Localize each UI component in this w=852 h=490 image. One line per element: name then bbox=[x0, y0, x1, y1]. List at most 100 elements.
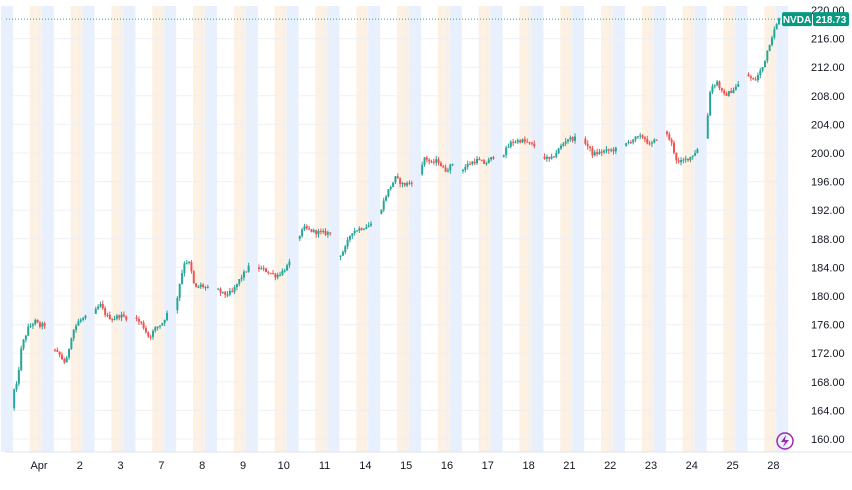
candle-body bbox=[574, 136, 577, 141]
candle-body bbox=[217, 288, 220, 290]
y-tick-label: 188.00 bbox=[811, 234, 845, 246]
candle-body bbox=[272, 273, 275, 275]
premarket-band bbox=[694, 6, 707, 452]
candle-body bbox=[367, 225, 370, 228]
candle-body bbox=[166, 312, 169, 320]
candle-body bbox=[545, 156, 548, 159]
x-tick-label: 11 bbox=[319, 460, 330, 472]
candle-body bbox=[432, 161, 435, 163]
candle-body bbox=[163, 319, 166, 324]
candle-body bbox=[668, 134, 671, 140]
candle-body bbox=[449, 164, 452, 171]
candle-body bbox=[408, 182, 411, 184]
candle-body bbox=[625, 143, 628, 146]
candle-body bbox=[670, 139, 673, 143]
candle-body bbox=[709, 92, 712, 116]
y-tick-label: 212.00 bbox=[811, 62, 845, 74]
candle-body bbox=[677, 160, 680, 163]
afterhours-band bbox=[723, 6, 736, 452]
candle-body bbox=[279, 274, 282, 276]
candle-body bbox=[696, 149, 699, 153]
candle-body bbox=[202, 284, 205, 287]
candle-body bbox=[480, 160, 483, 162]
candle-body bbox=[118, 315, 121, 318]
candle-body bbox=[648, 143, 651, 145]
candle-body bbox=[737, 84, 740, 87]
candle-body bbox=[505, 147, 508, 156]
afterhours-band bbox=[519, 6, 532, 452]
premarket-band bbox=[205, 6, 217, 452]
candle-body bbox=[768, 44, 771, 51]
candle-body bbox=[122, 314, 125, 317]
candle-body bbox=[730, 91, 733, 94]
afterhours-band bbox=[111, 6, 124, 452]
premarket-band bbox=[1, 6, 13, 452]
candle-body bbox=[140, 321, 143, 323]
candle-body bbox=[382, 200, 385, 210]
candle-body bbox=[586, 143, 589, 147]
candle-body bbox=[514, 142, 517, 144]
candle-body bbox=[593, 152, 596, 156]
candle-body bbox=[22, 339, 25, 349]
candle-body bbox=[303, 226, 306, 230]
candle-body bbox=[752, 78, 755, 80]
candle-body bbox=[385, 196, 388, 201]
candle-body bbox=[403, 182, 406, 186]
candle-body bbox=[466, 163, 469, 167]
candle-body bbox=[680, 160, 683, 163]
candle-body bbox=[370, 223, 373, 226]
candle-body bbox=[38, 322, 41, 327]
candle-body bbox=[53, 349, 56, 351]
x-axis[interactable]: Apr 2 3 7 8 9 10 11 14 15 16 17 18 21 22 23 24 25 28 bbox=[6, 451, 852, 472]
candle-body bbox=[358, 228, 361, 231]
candle-body bbox=[56, 350, 59, 352]
tradingview-logo-icon[interactable] bbox=[776, 432, 794, 450]
afterhours-band bbox=[601, 6, 613, 452]
candle-body bbox=[156, 326, 159, 328]
candle-body bbox=[84, 315, 87, 319]
x-tick-label: 2 bbox=[77, 460, 83, 472]
candle-body bbox=[439, 162, 442, 167]
x-tick-label: Apr bbox=[30, 460, 47, 472]
afterhours-band bbox=[70, 6, 83, 452]
y-tick-label: 160.00 bbox=[811, 434, 845, 446]
candle-body bbox=[682, 159, 685, 161]
candle-body bbox=[106, 314, 109, 316]
candle-body bbox=[732, 89, 735, 94]
y-tick-label: 180.00 bbox=[811, 291, 845, 303]
candle-body bbox=[469, 163, 471, 165]
y-axis[interactable]: 216.00 212.00 208.00 204.00 200.00 196.00 192.… bbox=[811, 5, 845, 446]
candle-body bbox=[653, 139, 656, 143]
price-label-bg bbox=[813, 12, 849, 27]
candle-body bbox=[476, 158, 479, 164]
x-tick-label: 7 bbox=[158, 460, 164, 472]
candle-body bbox=[528, 142, 531, 144]
x-tick-label: 3 bbox=[118, 460, 124, 472]
candle-body bbox=[519, 140, 522, 143]
candle-body bbox=[725, 93, 728, 96]
x-tick-label: 9 bbox=[240, 460, 246, 472]
candle-body bbox=[154, 327, 157, 331]
candle-body bbox=[348, 235, 351, 240]
candle-body bbox=[759, 70, 762, 76]
candle-body bbox=[108, 314, 111, 320]
candle-body bbox=[70, 338, 73, 349]
candle-body bbox=[240, 277, 243, 280]
candle-body bbox=[389, 187, 392, 190]
candle-body bbox=[483, 160, 486, 164]
candle-body bbox=[226, 294, 229, 296]
candle-body bbox=[317, 231, 320, 235]
candle-body bbox=[639, 135, 642, 137]
candle-body bbox=[308, 228, 311, 230]
afterhours-band bbox=[437, 6, 450, 452]
premarket-band bbox=[123, 6, 136, 452]
grid-lines bbox=[6, 6, 786, 452]
candle-body bbox=[555, 153, 558, 157]
premarket-band bbox=[735, 6, 748, 452]
candle-body bbox=[125, 316, 128, 320]
candle-body bbox=[283, 270, 286, 272]
candle-body bbox=[428, 159, 431, 162]
afterhours-band bbox=[641, 6, 654, 452]
